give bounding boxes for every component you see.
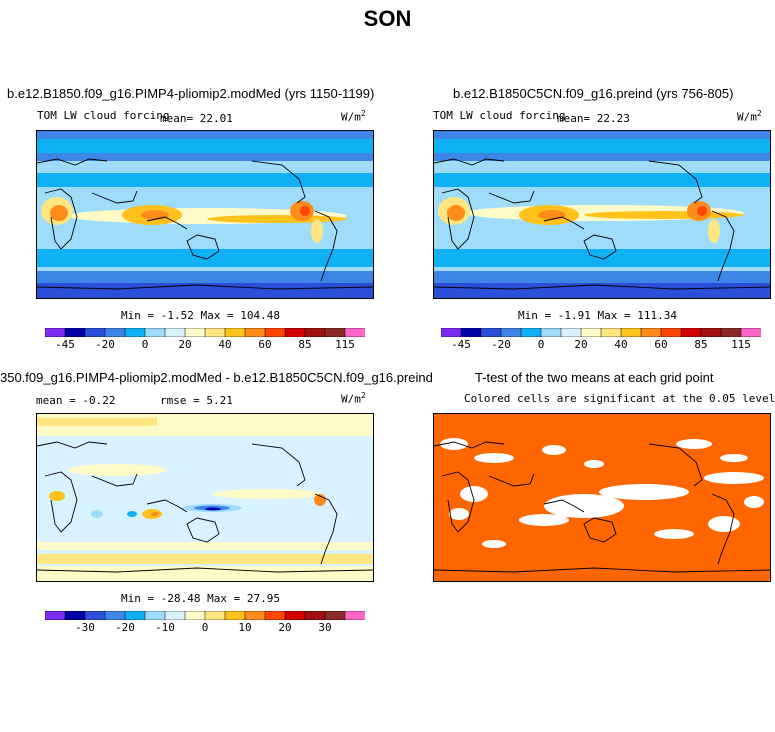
panel-2-colorbar-tick-label: 0 <box>537 338 545 351</box>
panel-3-colorbar-tick-label: 30 <box>318 621 332 634</box>
panel-1-colorbar-cell <box>64 328 86 337</box>
panel-1-colorbar-tick-label: 85 <box>298 338 312 351</box>
panel-1-colorbar-tick-label: 20 <box>178 338 192 351</box>
panel-1-colorbar-cell <box>264 328 286 337</box>
panel-1-colorbar-tick-label: -20 <box>95 338 115 351</box>
panel-3-units: W/m2 <box>341 391 366 406</box>
panel-2-colorbar-cell <box>560 328 582 337</box>
panel-3-colorbar-cell <box>184 611 206 620</box>
panel-1-colorbar-cell <box>45 328 66 337</box>
panel-3-colorbar-tick-label: -10 <box>155 621 175 634</box>
panel-3-colorbar <box>45 611 365 620</box>
panel-1-colorbar-tick-label: 115 <box>335 338 355 351</box>
panel-1-colorbar-cell <box>284 328 306 337</box>
panel-2-colorbar-labels: -45 -20 0 20 40 60 85 115 <box>441 338 771 352</box>
panel-1-colorbar-cell <box>124 328 146 337</box>
panel-1-colorbar-tick-label: 40 <box>218 338 232 351</box>
panel-3-colorbar-cell <box>344 611 365 620</box>
panel-3-colorbar-tick-label: -30 <box>75 621 95 634</box>
panel-1-mean-label: mean= 22.01 <box>160 112 233 125</box>
panel-3-rmse-label: rmse = 5.21 <box>160 394 233 407</box>
panel-1-colorbar-cell <box>204 328 226 337</box>
panel-2-colorbar-tick-label: 115 <box>731 338 751 351</box>
panel-3-colorbar-tick-label: 20 <box>278 621 292 634</box>
panel-1-colorbar-cell <box>144 328 166 337</box>
panel-1-colorbar <box>45 328 365 337</box>
panel-3-colorbar-labels: -30 -20 -10 0 10 20 30 <box>45 621 375 635</box>
panel-3-colorbar-cell <box>304 611 326 620</box>
panel-2-colorbar-cell <box>500 328 522 337</box>
panel-1-colorbar-cell <box>184 328 206 337</box>
panel-2-colorbar-tick-label: -45 <box>451 338 471 351</box>
panel-2-mean-label: mean= 22.23 <box>557 112 630 125</box>
panel-2-colorbar-cell <box>600 328 622 337</box>
panel-3-colorbar-cell <box>164 611 186 620</box>
panel-1-colorbar-cell <box>244 328 266 337</box>
panel-1-colorbar-cell <box>304 328 326 337</box>
panel-2-colorbar-tick-label: -20 <box>491 338 511 351</box>
panel-1-colorbar-tick-label: -45 <box>55 338 75 351</box>
panel-1-colorbar-cell <box>84 328 106 337</box>
panel-2-colorbar-cell <box>620 328 642 337</box>
panel-3-colorbar-cell <box>45 611 66 620</box>
panel-3-mean-label: mean = -0.22 <box>36 394 116 407</box>
panel-1-colorbar-cell <box>164 328 186 337</box>
panel-3-colorbar-tick-label: 0 <box>201 621 209 634</box>
panel-2-colorbar-tick-label: 40 <box>614 338 628 351</box>
panel-2-colorbar-tick-label: 60 <box>654 338 668 351</box>
panel-2-minmax: Min = -1.91 Max = 111.34 <box>518 309 677 322</box>
panel-4-map <box>433 413 771 582</box>
panel-1-colorbar-tick-label: 60 <box>258 338 272 351</box>
panel-2-colorbar-cell <box>520 328 542 337</box>
panel-2-map <box>433 130 771 299</box>
panel-2-colorbar-cell <box>640 328 662 337</box>
panel-2-colorbar-cell <box>700 328 722 337</box>
panel-2-colorbar-cell <box>441 328 462 337</box>
panel-3-map <box>36 413 374 582</box>
panel-2-colorbar-cell <box>660 328 682 337</box>
panel-1-units: W/m2 <box>341 109 366 124</box>
panel-2-colorbar-cell <box>460 328 482 337</box>
panel-3-colorbar-cell <box>284 611 306 620</box>
panel-1-colorbar-cell <box>344 328 365 337</box>
panel-1-map <box>36 130 374 299</box>
panel-1-title: b.e12.B1850.f09_g16.PIMP4-pliomip2.modMe… <box>7 86 375 101</box>
panel-2-variable-label: TOM LW cloud forcing <box>433 109 566 122</box>
panel-3-colorbar-cell <box>204 611 226 620</box>
panel-3-colorbar-cell <box>244 611 266 620</box>
panel-1-colorbar-tick-label: 0 <box>141 338 149 351</box>
panel-1-variable-label: TOM LW cloud forcing <box>37 109 170 122</box>
panel-2-colorbar-cell <box>720 328 742 337</box>
panel-2-units: W/m2 <box>737 109 762 124</box>
panel-3-colorbar-tick-label: 10 <box>238 621 252 634</box>
panel-3-colorbar-cell <box>64 611 86 620</box>
panel-3-colorbar-cell <box>144 611 166 620</box>
panel-2-colorbar-cell <box>580 328 602 337</box>
panel-3-colorbar-cell <box>264 611 286 620</box>
panel-2-colorbar-cell <box>480 328 502 337</box>
panel-1-colorbar-cell <box>224 328 246 337</box>
panel-2-colorbar-tick-label: 85 <box>694 338 708 351</box>
panel-3-colorbar-tick-label: -20 <box>115 621 135 634</box>
panel-2-title: b.e12.B1850C5CN.f09_g16.preind (yrs 756-… <box>453 86 734 101</box>
figure-title: SON <box>363 6 412 31</box>
panel-3-colorbar-cell <box>124 611 146 620</box>
panel-3-colorbar-cell <box>224 611 246 620</box>
panel-2-colorbar-cell <box>680 328 702 337</box>
panel-1-colorbar-labels: -45 -20 0 20 40 60 85 115 <box>45 338 375 352</box>
panel-3-title: 350.f09_g16.PIMP4-pliomip2.modMed - b.e1… <box>0 370 433 385</box>
panel-2-colorbar-cell <box>540 328 562 337</box>
panel-2-colorbar-cell <box>740 328 761 337</box>
panel-3-minmax: Min = -28.48 Max = 27.95 <box>121 592 280 605</box>
panel-1-minmax: Min = -1.52 Max = 104.48 <box>121 309 280 322</box>
panel-3-colorbar-cell <box>84 611 106 620</box>
panel-4-subtitle: Colored cells are significant at the 0.0… <box>464 392 775 405</box>
panel-1-colorbar-cell <box>104 328 126 337</box>
panel-1-colorbar-cell <box>324 328 346 337</box>
panel-2-colorbar <box>441 328 761 337</box>
panel-3-colorbar-cell <box>324 611 346 620</box>
panel-2-colorbar-tick-label: 20 <box>574 338 588 351</box>
panel-3-colorbar-cell <box>104 611 126 620</box>
panel-4-title: T-test of the two means at each grid poi… <box>475 370 714 385</box>
